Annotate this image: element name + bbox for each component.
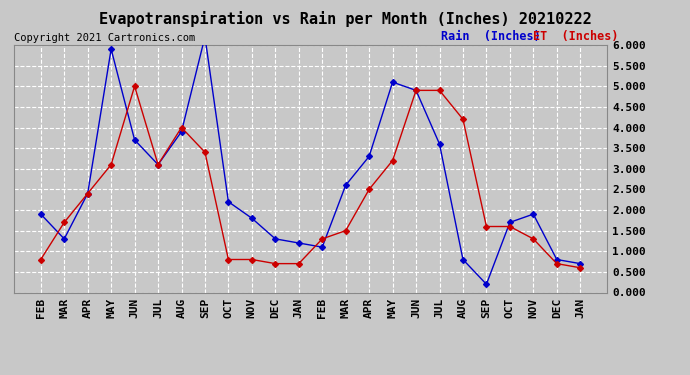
- Text: ET  (Inches): ET (Inches): [533, 30, 618, 42]
- Text: Rain  (Inches): Rain (Inches): [441, 30, 541, 42]
- Text: Evapotranspiration vs Rain per Month (Inches) 20210222: Evapotranspiration vs Rain per Month (In…: [99, 11, 591, 27]
- Text: Copyright 2021 Cartronics.com: Copyright 2021 Cartronics.com: [14, 33, 195, 42]
